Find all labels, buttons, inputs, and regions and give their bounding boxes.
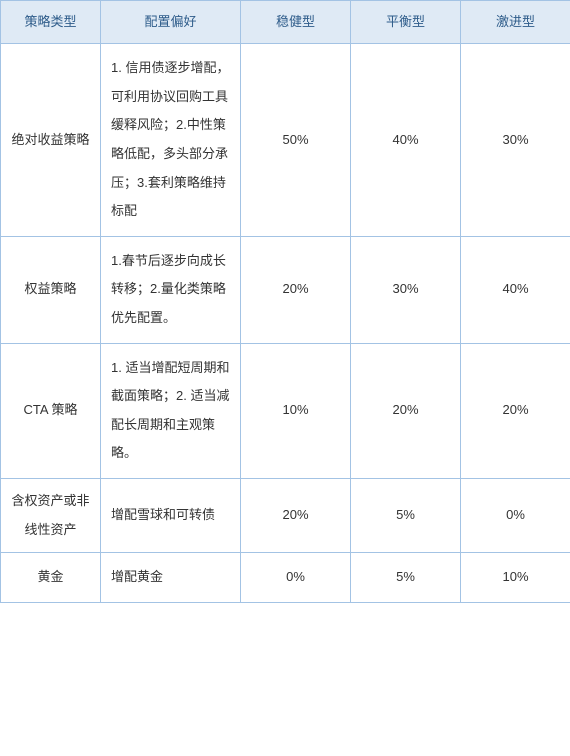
cell-balanced: 20% — [351, 343, 461, 478]
cell-stable: 50% — [241, 44, 351, 237]
header-row: 策略类型 配置偏好 稳健型 平衡型 激进型 — [1, 1, 570, 44]
col-header-preference: 配置偏好 — [101, 1, 241, 44]
strategy-table: 策略类型 配置偏好 稳健型 平衡型 激进型 绝对收益策略 1. 信用债逐步增配，… — [0, 0, 570, 603]
col-header-balanced: 平衡型 — [351, 1, 461, 44]
table-row: 权益策略 1.春节后逐步向成长转移；2.量化类策略优先配置。 20% 30% 4… — [1, 236, 570, 343]
cell-strategy: 含权资产或非线性资产 — [1, 478, 101, 552]
cell-strategy: 黄金 — [1, 553, 101, 603]
table-row: 含权资产或非线性资产 增配雪球和可转债 20% 5% 0% — [1, 478, 570, 552]
cell-balanced: 40% — [351, 44, 461, 237]
cell-preference: 1. 适当增配短周期和截面策略；2. 适当减配长周期和主观策略。 — [101, 343, 241, 478]
col-header-strategy: 策略类型 — [1, 1, 101, 44]
cell-aggressive: 0% — [461, 478, 570, 552]
col-header-aggressive: 激进型 — [461, 1, 570, 44]
cell-aggressive: 30% — [461, 44, 570, 237]
cell-balanced: 30% — [351, 236, 461, 343]
cell-stable: 20% — [241, 236, 351, 343]
cell-strategy: CTA 策略 — [1, 343, 101, 478]
cell-aggressive: 10% — [461, 553, 570, 603]
cell-stable: 20% — [241, 478, 351, 552]
col-header-stable: 稳健型 — [241, 1, 351, 44]
cell-preference: 增配雪球和可转债 — [101, 478, 241, 552]
cell-strategy: 绝对收益策略 — [1, 44, 101, 237]
table-row: CTA 策略 1. 适当增配短周期和截面策略；2. 适当减配长周期和主观策略。 … — [1, 343, 570, 478]
cell-strategy: 权益策略 — [1, 236, 101, 343]
cell-balanced: 5% — [351, 478, 461, 552]
cell-preference: 1. 信用债逐步增配，可利用协议回购工具缓释风险；2.中性策略低配，多头部分承压… — [101, 44, 241, 237]
cell-preference: 增配黄金 — [101, 553, 241, 603]
cell-balanced: 5% — [351, 553, 461, 603]
table-row: 绝对收益策略 1. 信用债逐步增配，可利用协议回购工具缓释风险；2.中性策略低配… — [1, 44, 570, 237]
cell-aggressive: 40% — [461, 236, 570, 343]
cell-preference: 1.春节后逐步向成长转移；2.量化类策略优先配置。 — [101, 236, 241, 343]
table-row: 黄金 增配黄金 0% 5% 10% — [1, 553, 570, 603]
cell-aggressive: 20% — [461, 343, 570, 478]
cell-stable: 0% — [241, 553, 351, 603]
cell-stable: 10% — [241, 343, 351, 478]
